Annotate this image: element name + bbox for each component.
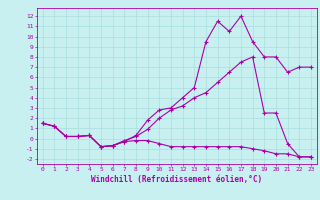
X-axis label: Windchill (Refroidissement éolien,°C): Windchill (Refroidissement éolien,°C) (91, 175, 262, 184)
